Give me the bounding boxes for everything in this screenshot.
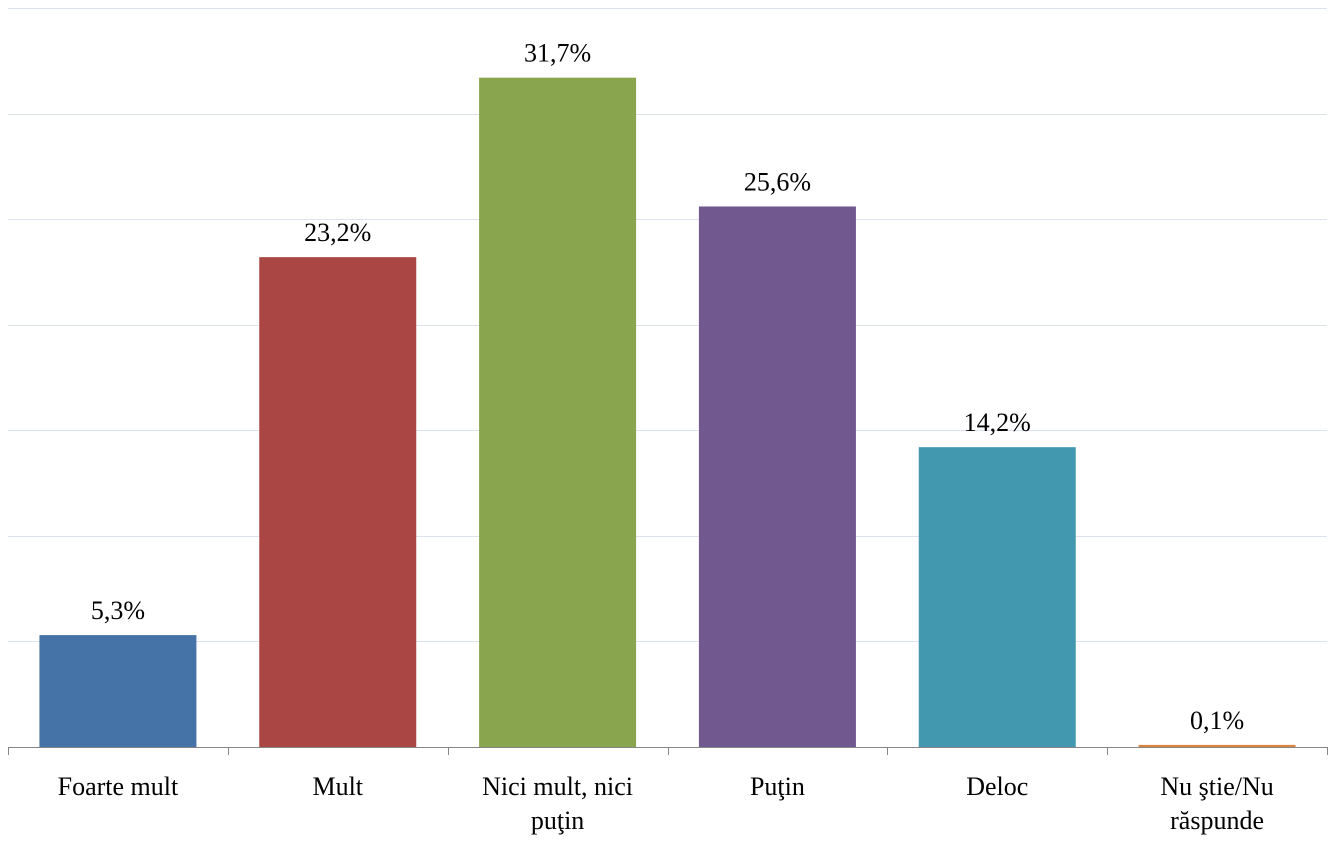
bar xyxy=(918,447,1076,747)
category-label: Deloc xyxy=(966,772,1028,801)
value-labels: 5,3% 23,2% 31,7% 25,6% 14,2% 0,1% xyxy=(91,39,1244,735)
category-label: Mult xyxy=(312,772,363,801)
category-label: răspunde xyxy=(1170,806,1264,835)
data-label: 5,3% xyxy=(91,596,145,625)
data-label: 31,7% xyxy=(524,39,591,68)
data-label: 25,6% xyxy=(744,167,811,196)
bar xyxy=(698,206,856,747)
category-label: Nici mult, nici xyxy=(482,772,633,801)
x-axis xyxy=(8,747,1328,755)
bars xyxy=(39,77,1296,748)
gridlines xyxy=(8,8,1327,642)
data-label: 0,1% xyxy=(1190,706,1244,735)
bar xyxy=(1138,744,1296,747)
data-label: 14,2% xyxy=(964,408,1031,437)
category-label: Nu ştie/Nu xyxy=(1160,772,1273,801)
data-label: 23,2% xyxy=(304,218,371,247)
bar xyxy=(39,635,197,747)
category-label: Puţin xyxy=(750,772,805,801)
category-label: puţin xyxy=(531,806,584,835)
bar xyxy=(259,257,417,747)
category-label: Foarte mult xyxy=(58,772,179,801)
category-labels: Foarte mult Mult Nici mult, nici puţin Puţin… xyxy=(58,772,1274,835)
bar xyxy=(479,77,637,748)
